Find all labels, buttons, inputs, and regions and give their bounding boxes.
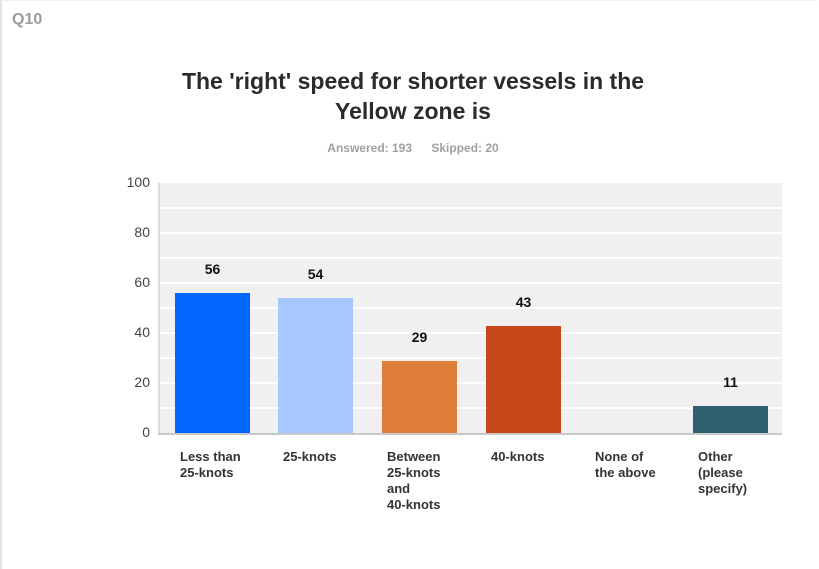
response-stats: Answered: 193 Skipped: 20: [150, 141, 676, 155]
skipped-count: Skipped: 20: [431, 141, 499, 155]
bar-value-label: 11: [723, 373, 738, 390]
gridline: [160, 207, 782, 209]
bar[interactable]: [175, 293, 250, 433]
chart-title: The 'right' speed for shorter vessels in…: [181, 68, 645, 124]
bar[interactable]: [693, 405, 768, 433]
gridline: [160, 357, 782, 359]
gridline: [160, 232, 782, 234]
x-category-label: Between 25-knots and 40-knots: [387, 449, 441, 512]
gridline: [160, 307, 782, 309]
question-number: Q10: [12, 11, 43, 28]
y-tick-label: 40: [134, 324, 150, 340]
gridline: [160, 382, 782, 384]
y-tick-label: 20: [134, 374, 150, 390]
bar-value-label: 56: [204, 261, 221, 277]
bar-value-label: 43: [515, 293, 532, 310]
x-axis-line: [158, 433, 782, 435]
x-category-label: Less than 25-knots: [180, 449, 241, 480]
x-category-label: 25-knots: [283, 449, 337, 464]
y-tick-label: 80: [134, 224, 150, 240]
gridline: [160, 282, 782, 284]
gridline: [160, 407, 782, 409]
y-tick-label: 0: [142, 424, 150, 440]
bar-value-label: 54: [307, 266, 324, 282]
bar[interactable]: [382, 360, 457, 433]
bar[interactable]: [486, 325, 561, 433]
x-category-label: 40-knots: [491, 449, 545, 464]
gridline: [160, 332, 782, 334]
answered-count: Answered: 193: [327, 141, 412, 155]
gridline: [160, 257, 782, 259]
x-category-label: Other (please specify): [698, 449, 748, 496]
x-category-label: None of the above: [595, 449, 656, 480]
bar-value-label: 29: [411, 328, 428, 345]
bar[interactable]: [278, 298, 353, 433]
y-tick-label: 100: [126, 174, 150, 190]
y-tick-label: 60: [134, 274, 150, 290]
plot-area: [158, 183, 782, 433]
